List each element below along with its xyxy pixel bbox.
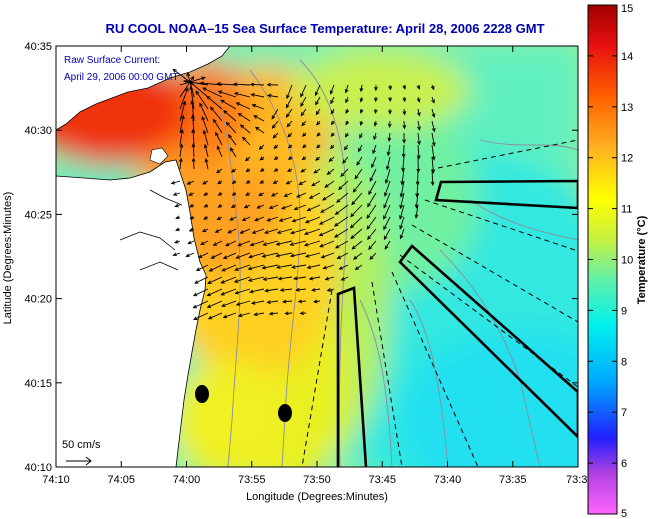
land-mass-south <box>56 159 207 467</box>
colorbar-tick-label: 9 <box>621 305 627 317</box>
colorbar-tick-label: 15 <box>621 3 633 15</box>
x-tick-label: 74:10 <box>42 474 70 486</box>
sst-field <box>56 46 578 467</box>
x-tick-label: 73:45 <box>368 474 396 486</box>
colorbar-tick-label: 5 <box>621 508 627 519</box>
colorbar-tick-label: 6 <box>621 458 627 470</box>
station-marker <box>278 404 292 422</box>
colorbar-tick-label: 7 <box>621 407 627 419</box>
colorbar-ticks: 5 6 7 8 9 10 11 12 13 14 15 <box>588 3 633 519</box>
y-tick-label: 40:30 <box>24 125 52 137</box>
x-tick-label: 73:35 <box>499 474 527 486</box>
y-tick-label: 40:20 <box>24 294 52 306</box>
survey-outlines <box>336 179 578 467</box>
coastline-detail <box>119 189 183 271</box>
x-axis: 74:10 74:05 74:00 73:55 73:50 73:45 73:40 73:35… <box>42 46 587 486</box>
y-tick-label: 40:10 <box>24 462 52 474</box>
x-tick-label: 74:05 <box>107 474 135 486</box>
colorbar-tick-label: 14 <box>621 51 633 63</box>
land-mass <box>56 46 231 131</box>
y-tick-label: 40:15 <box>24 378 52 390</box>
y-tick-label: 40:25 <box>24 209 52 221</box>
colorbar-tick-label: 8 <box>621 356 627 368</box>
y-tick-label: 40:35 <box>24 41 52 53</box>
x-tick-label: 73:50 <box>303 474 331 486</box>
y-axis: 40:10 40:15 40:20 40:25 40:30 40:35 <box>24 41 578 474</box>
annotation-line2: April 29, 2006 00:00 GMT <box>64 72 179 83</box>
colorbar-tick-label: 12 <box>621 153 633 165</box>
scale-arrow <box>66 456 92 466</box>
annotation-line1: Raw Surface Current: <box>64 55 160 66</box>
scale-label: 50 cm/s <box>62 439 101 451</box>
station-marker <box>195 385 209 403</box>
chart-title: RU COOL NOAA–15 Sea Surface Temperature:… <box>105 21 544 36</box>
colorbar-tick-label: 11 <box>621 204 632 216</box>
current-vectors <box>170 68 436 320</box>
bathymetry-contours <box>214 59 578 467</box>
y-axis-label: Latitude (Degrees:Minutes) <box>2 192 14 325</box>
x-tick-label: 73:40 <box>434 474 462 486</box>
x-axis-label: Longitude (Degrees:Minutes) <box>246 491 388 503</box>
colorbar-label: Temperature (°C) <box>636 215 648 304</box>
x-tick-label: 73:3 <box>566 474 587 486</box>
x-tick-label: 73:55 <box>238 474 266 486</box>
x-tick-label: 74:00 <box>173 474 201 486</box>
colorbar-tick-label: 13 <box>621 102 633 114</box>
land-patch <box>149 147 169 165</box>
plot-area: 50 cm/s Raw Surface Current: April 29, 2… <box>56 46 578 467</box>
colorbar-tick-label: 10 <box>621 255 633 267</box>
